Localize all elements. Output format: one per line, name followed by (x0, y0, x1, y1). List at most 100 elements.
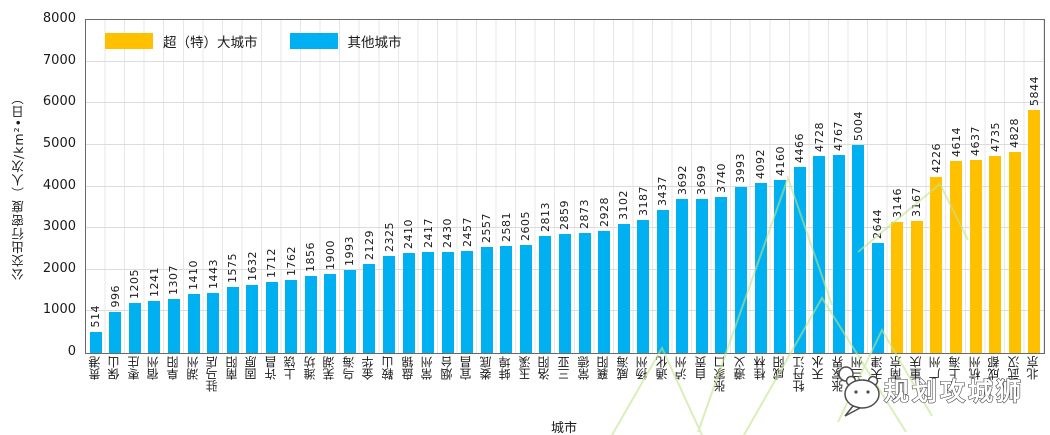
bar-cell: 5004 (848, 20, 868, 353)
legend-swatch-mega (105, 33, 153, 49)
bar-cell: 3167 (907, 20, 927, 353)
x-axis-title: 城市 (550, 421, 577, 435)
bar-value-label: 3187 (636, 186, 650, 217)
bar-蚌埠 (500, 245, 513, 353)
bar-value-label: 1575 (226, 253, 240, 284)
bar-value-label: 2605 (519, 210, 533, 241)
bar-cell: 1632 (242, 20, 262, 353)
bar-cell: 4614 (946, 20, 966, 353)
bar-cell: 1856 (301, 20, 321, 353)
bar-cell: 3740 (712, 20, 732, 353)
bar-芜湖 (324, 273, 337, 353)
bar-娄底 (480, 246, 493, 353)
bar-value-label: 3146 (890, 188, 904, 219)
bar-通化 (656, 209, 669, 353)
bar-重庆 (910, 221, 923, 353)
y-tick-label: 1000 (42, 302, 76, 318)
bar-value-label: 2813 (538, 201, 552, 232)
x-category-label: 襄阳 (596, 356, 611, 380)
bar-张家界 (832, 154, 845, 353)
bar-桂林 (754, 182, 767, 353)
bar-cell: 2928 (594, 20, 614, 353)
gridline (86, 102, 1044, 104)
x-category-label: 扬州 (635, 356, 650, 380)
bar-value-label: 514 (89, 305, 103, 328)
bar-cell: 2325 (379, 20, 399, 353)
bar-value-label: 1410 (187, 260, 201, 291)
bar-cell: 1575 (223, 20, 243, 353)
bar-cell: 2813 (536, 20, 556, 353)
bar-value-label: 3167 (910, 187, 924, 218)
bar-湖州 (187, 294, 200, 353)
bar-cell: 2430 (438, 20, 458, 353)
bar-泸州 (676, 199, 689, 353)
bar-value-label: 2859 (558, 200, 572, 230)
bar-value-label: 1762 (284, 245, 298, 276)
y-tick-label: 7000 (42, 52, 76, 68)
bar-咸阳 (774, 179, 787, 353)
x-category-label: 烟台 (439, 356, 454, 380)
bar-value-label: 4226 (929, 143, 943, 174)
x-category-label: 保山 (107, 356, 122, 380)
bar-value-label: 2928 (597, 197, 611, 228)
bar-cell: 2644 (868, 20, 888, 353)
bar-cell: 4728 (809, 20, 829, 353)
x-category-label: 通化 (654, 356, 669, 380)
legend-item-mega-cities: 超（特）大城市 (105, 31, 258, 51)
bar-cell: 3187 (633, 20, 653, 353)
x-category-label: 北京 (1026, 356, 1041, 380)
x-category-label: 南阳 (224, 356, 239, 380)
x-category-label: 三亚 (556, 356, 571, 380)
bar-贵港 (89, 331, 102, 353)
bar-value-label: 2325 (382, 222, 396, 253)
bar-cell: 1993 (340, 20, 360, 353)
bar-value-label: 1443 (206, 258, 220, 289)
x-category-label: 常德 (576, 356, 591, 380)
bar-固原 (246, 285, 259, 353)
bar-value-label: 3740 (714, 163, 728, 194)
bar-牡丹江 (793, 167, 806, 353)
x-category-label: 湖州 (185, 356, 200, 380)
bar-cell: 514 (86, 20, 106, 353)
x-category-label: 盘锦 (400, 356, 415, 380)
x-category-label: 牡丹江 (791, 356, 806, 392)
bar-武汉 (1008, 152, 1021, 353)
bar-宿州 (148, 301, 161, 353)
bar-value-label: 1993 (343, 236, 357, 267)
y-tick-label: 5000 (42, 135, 76, 151)
bar-cell: 2417 (418, 20, 438, 353)
bar-cell: 1900 (321, 20, 341, 353)
bar-常州 (422, 252, 435, 353)
bar-cell: 4828 (1005, 20, 1025, 353)
x-category-label: 张家界 (830, 356, 845, 392)
x-category-label: 威海 (615, 356, 630, 380)
bar-盘锦 (402, 252, 415, 353)
bar-潍坊 (304, 275, 317, 353)
bar-天水 (813, 156, 826, 353)
legend-item-other-cities: 其他城市 (289, 31, 402, 51)
y-tick-label: 3000 (42, 219, 76, 235)
bar-cell: 2605 (516, 20, 536, 353)
bar-成都 (989, 155, 1002, 353)
bar-cell: 1307 (164, 20, 184, 353)
x-category-label: 天水 (811, 356, 826, 380)
x-category-label: 咸阳 (772, 356, 787, 380)
bar-value-label: 4466 (793, 133, 807, 164)
x-category-label: 重庆 (908, 356, 923, 380)
bar-value-label: 4767 (832, 120, 846, 151)
bar-cell: 2581 (497, 20, 517, 353)
bar-value-label: 4614 (949, 126, 963, 157)
bar-cell: 2859 (555, 20, 575, 353)
bar-value-label: 5844 (1027, 75, 1041, 106)
bar-威海 (617, 223, 630, 353)
bar-value-label: 3692 (675, 165, 689, 196)
bar-保山 (109, 311, 122, 353)
bar-value-label: 1205 (128, 268, 142, 299)
bar-自贡 (695, 199, 708, 353)
bar-value-label: 2417 (421, 218, 435, 249)
x-category-label: 杭州 (967, 356, 982, 380)
bar-cell: 4226 (927, 20, 947, 353)
y-tick-label: 6000 (42, 94, 76, 110)
bar-value-label: 2410 (402, 218, 416, 249)
x-category-label: 芜湖 (322, 356, 337, 380)
